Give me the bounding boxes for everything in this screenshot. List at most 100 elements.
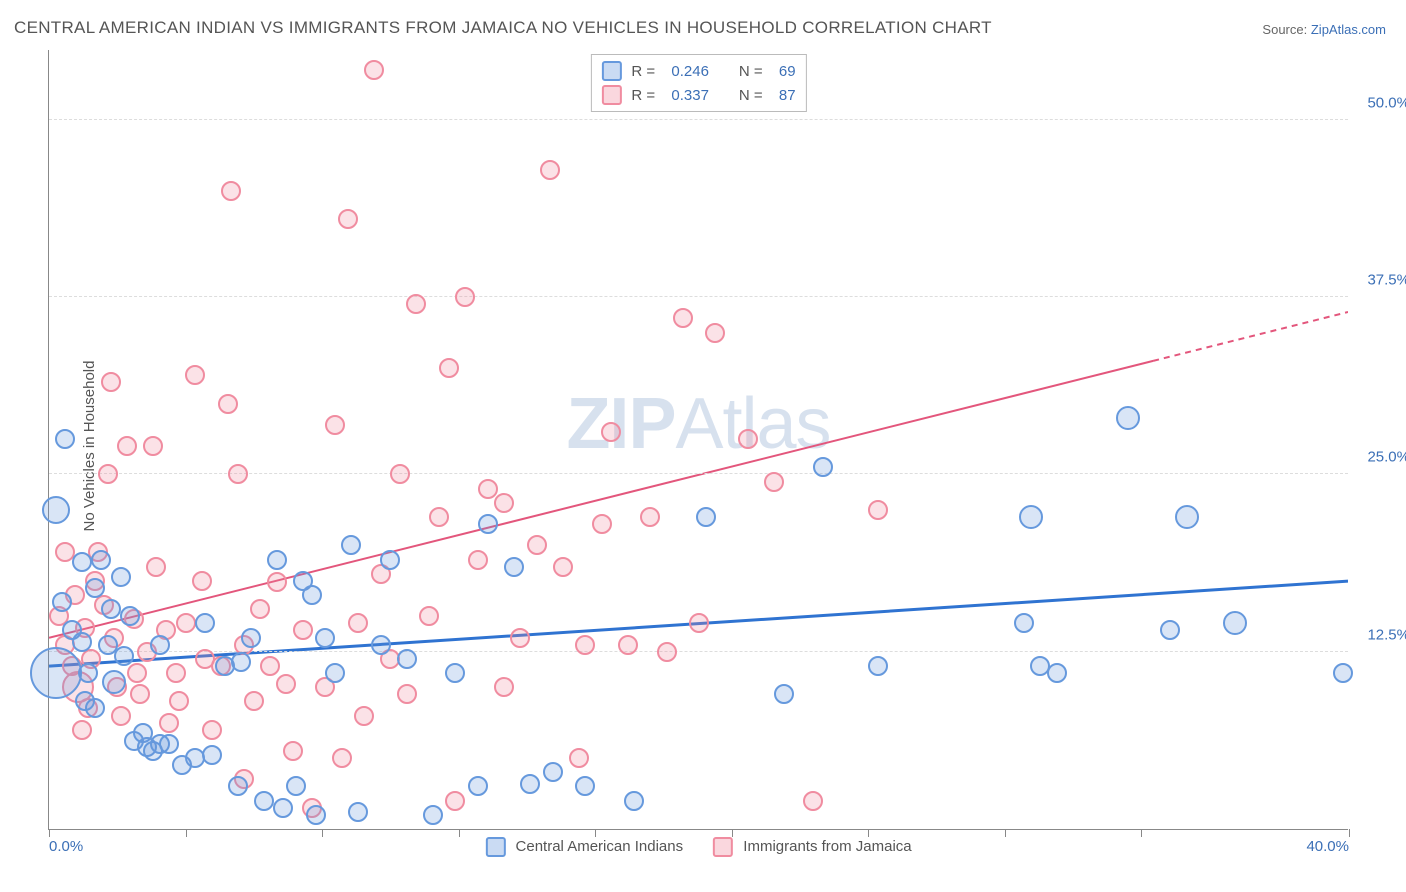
scatter-point-blue xyxy=(101,599,121,619)
x-tick xyxy=(868,829,869,837)
scatter-point-pink xyxy=(146,557,166,577)
legend-swatch-pink xyxy=(713,837,733,857)
scatter-point-pink xyxy=(738,429,758,449)
watermark-zip: ZIP xyxy=(566,384,675,464)
scatter-point-pink xyxy=(325,415,345,435)
scatter-point-blue xyxy=(397,649,417,669)
scatter-point-pink xyxy=(111,706,131,726)
scatter-point-blue xyxy=(120,606,140,626)
legend-R-value-pink: 0.337 xyxy=(671,87,709,104)
scatter-point-pink xyxy=(169,691,189,711)
legend-R-value-blue: 0.246 xyxy=(671,63,709,80)
scatter-point-blue xyxy=(575,776,595,796)
scatter-point-pink xyxy=(540,160,560,180)
scatter-point-pink xyxy=(673,308,693,328)
scatter-point-blue xyxy=(325,663,345,683)
scatter-point-pink xyxy=(185,365,205,385)
scatter-point-pink xyxy=(143,436,163,456)
scatter-point-pink xyxy=(429,507,449,527)
scatter-point-blue xyxy=(102,670,126,694)
y-tick-label: 37.5% xyxy=(1367,272,1406,289)
scatter-point-pink xyxy=(338,209,358,229)
scatter-point-blue xyxy=(55,429,75,449)
legend-swatch-pink xyxy=(601,85,621,105)
y-tick-label: 25.0% xyxy=(1367,449,1406,466)
scatter-point-pink xyxy=(390,464,410,484)
scatter-point-blue xyxy=(231,652,251,672)
scatter-point-blue xyxy=(1116,406,1140,430)
legend-N-value-blue: 69 xyxy=(779,63,796,80)
x-tick xyxy=(1349,829,1350,837)
scatter-point-pink xyxy=(348,613,368,633)
scatter-point-pink xyxy=(267,572,287,592)
scatter-point-pink xyxy=(478,479,498,499)
scatter-point-pink xyxy=(419,606,439,626)
legend-N-label: N = xyxy=(739,63,769,80)
scatter-point-pink xyxy=(218,394,238,414)
trend-line-pink-dashed xyxy=(1153,312,1348,361)
scatter-point-blue xyxy=(315,628,335,648)
scatter-point-pink xyxy=(192,571,212,591)
scatter-point-pink xyxy=(354,706,374,726)
scatter-point-pink xyxy=(510,628,530,648)
scatter-point-pink xyxy=(332,748,352,768)
scatter-point-pink xyxy=(657,642,677,662)
scatter-point-pink xyxy=(494,677,514,697)
x-tick xyxy=(49,829,50,837)
scatter-point-blue xyxy=(371,635,391,655)
source-attribution: Source: ZipAtlas.com xyxy=(1262,22,1386,37)
scatter-point-pink xyxy=(364,60,384,80)
x-tick-label: 40.0% xyxy=(1306,838,1349,855)
scatter-point-pink xyxy=(640,507,660,527)
scatter-point-pink xyxy=(592,514,612,534)
y-tick-label: 12.5% xyxy=(1367,626,1406,643)
legend-R-label: R = xyxy=(631,63,661,80)
scatter-point-pink xyxy=(618,635,638,655)
scatter-point-blue xyxy=(150,635,170,655)
x-tick xyxy=(1005,829,1006,837)
scatter-point-pink xyxy=(803,791,823,811)
scatter-point-pink xyxy=(159,713,179,733)
scatter-point-blue xyxy=(445,663,465,683)
series-legend: Central American Indians Immigrants from… xyxy=(485,837,911,857)
scatter-point-pink xyxy=(221,181,241,201)
scatter-point-blue xyxy=(1019,505,1043,529)
scatter-point-pink xyxy=(406,294,426,314)
scatter-point-blue xyxy=(1014,613,1034,633)
scatter-point-blue xyxy=(1160,620,1180,640)
scatter-point-pink xyxy=(575,635,595,655)
scatter-point-blue xyxy=(774,684,794,704)
scatter-point-pink xyxy=(283,741,303,761)
scatter-point-blue xyxy=(543,762,563,782)
series-legend-item-pink: Immigrants from Jamaica xyxy=(713,837,912,857)
scatter-point-blue xyxy=(228,776,248,796)
scatter-point-pink xyxy=(445,791,465,811)
scatter-point-pink xyxy=(176,613,196,633)
scatter-point-pink xyxy=(276,674,296,694)
scatter-point-blue xyxy=(241,628,261,648)
series-legend-label-blue: Central American Indians xyxy=(516,838,684,855)
scatter-point-pink xyxy=(101,372,121,392)
x-tick xyxy=(459,829,460,837)
scatter-point-blue xyxy=(423,805,443,825)
series-legend-label-pink: Immigrants from Jamaica xyxy=(743,838,911,855)
trend-lines-layer xyxy=(49,50,1348,829)
scatter-point-pink xyxy=(166,663,186,683)
scatter-point-blue xyxy=(380,550,400,570)
scatter-point-pink xyxy=(293,620,313,640)
scatter-point-blue xyxy=(52,592,72,612)
scatter-point-pink xyxy=(127,663,147,683)
scatter-point-pink xyxy=(250,599,270,619)
scatter-point-pink xyxy=(569,748,589,768)
x-tick xyxy=(1141,829,1142,837)
source-link[interactable]: ZipAtlas.com xyxy=(1311,22,1386,37)
correlation-legend-row-pink: R = 0.337 N = 87 xyxy=(601,83,795,107)
x-tick-label: 0.0% xyxy=(49,838,83,855)
trend-line-pink xyxy=(49,361,1153,638)
scatter-point-pink xyxy=(455,287,475,307)
x-tick xyxy=(595,829,596,837)
scatter-point-pink xyxy=(494,493,514,513)
x-tick xyxy=(322,829,323,837)
scatter-point-blue xyxy=(306,805,326,825)
scatter-point-pink xyxy=(260,656,280,676)
